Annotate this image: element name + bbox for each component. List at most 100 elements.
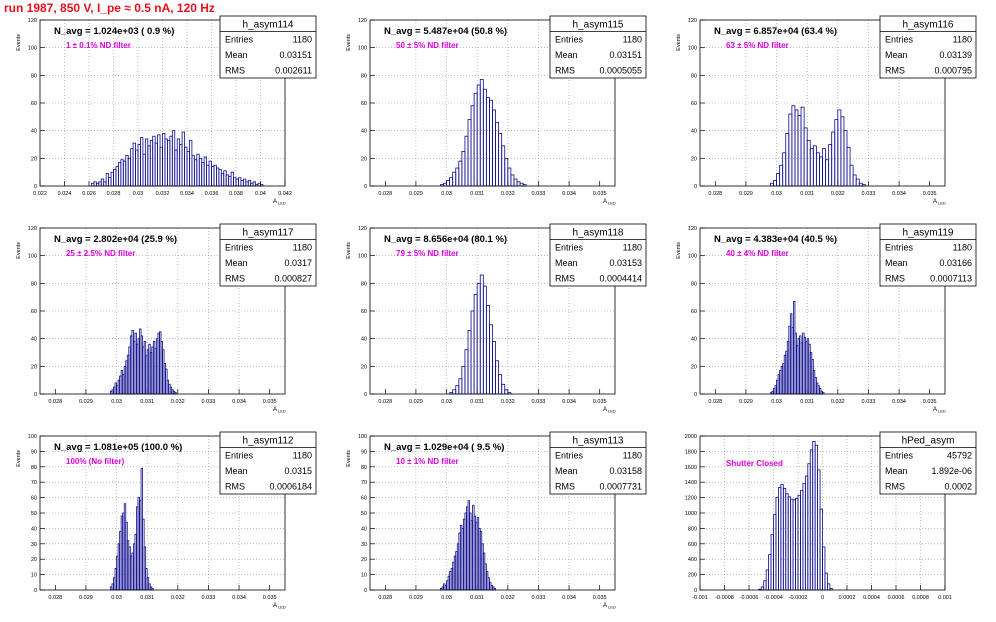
stats-box — [879, 223, 977, 287]
x-tick-label: 0.029 — [739, 191, 753, 197]
histogram-bar — [470, 310, 475, 395]
x-tick-label: 0.028 — [378, 595, 392, 601]
stats-key: Entries — [225, 243, 254, 253]
y-axis-label: Events — [676, 242, 682, 259]
filter-annotation: 1 ± 0.1% ND filter — [66, 41, 131, 50]
stats-value: 0.0005055 — [599, 66, 642, 76]
histogram-panel-h-asym117: 0.028 0.029 0.03 0.031 0.032 0.033 0.034 0.035 0… — [16, 223, 317, 414]
y-tick-label: 40 — [691, 129, 697, 135]
x-tick-label: 0.031 — [800, 399, 814, 405]
x-tick-label: 0.029 — [79, 595, 93, 601]
x-tick-label: 0.035 — [263, 399, 277, 405]
y-tick-label: 100 — [358, 254, 367, 260]
stats-value: 0.0317 — [284, 258, 312, 268]
stats-title: h_asym119 — [903, 228, 954, 239]
histogram-bar — [507, 167, 512, 187]
x-tick-label: 0.031 — [140, 595, 154, 601]
x-tick-label: 0.031 — [470, 595, 484, 601]
n-avg-label: N_avg = 5.487e+04 (50.8 %) — [384, 26, 507, 37]
histogram-bar — [803, 127, 808, 187]
y-tick-label: 100 — [28, 434, 37, 440]
y-tick-label: 100 — [358, 434, 367, 440]
histogram-bar — [479, 274, 484, 395]
x-tick-label: 0.033 — [532, 399, 546, 405]
x-tick-label: 0.03 — [441, 191, 452, 197]
y-tick-label: 100 — [688, 46, 697, 52]
filter-annotation: 40 ± 4% ND filter — [726, 249, 789, 258]
x-tick-label: 0.031 — [470, 399, 484, 405]
histogram-bar — [458, 378, 463, 395]
x-tick-label: 0.031 — [800, 191, 814, 197]
x-axis-label: ALED — [273, 603, 286, 610]
plot-frame — [369, 19, 616, 187]
stats-value: 1.892e-06 — [931, 466, 972, 476]
x-tick-label: 0.029 — [739, 399, 753, 405]
y-tick-label: 120 — [28, 226, 37, 232]
n-avg-label: N_avg = 8.656e+04 (80.1 %) — [384, 234, 507, 245]
x-tick-label: 0.0008 — [912, 595, 929, 601]
histogram-bar — [501, 145, 506, 187]
stats-key: Entries — [885, 451, 914, 461]
x-tick-label: 0.029 — [409, 595, 423, 601]
stats-key: Mean — [555, 258, 578, 268]
y-tick-label: 800 — [688, 526, 697, 532]
histogram-bar — [788, 113, 793, 187]
y-tick-label: 1400 — [685, 480, 697, 486]
x-tick-label: 0.035 — [923, 191, 937, 197]
n-avg-label: N_avg = 1.081e+05 (100.0 %) — [54, 442, 182, 453]
x-tick-label: 0.028 — [378, 399, 392, 405]
stats-key: Entries — [225, 451, 254, 461]
y-axis-label: Events — [16, 450, 22, 467]
x-tick-label: 0.033 — [862, 191, 876, 197]
stats-key: Mean — [885, 50, 908, 60]
y-tick-label: 50 — [31, 511, 37, 517]
x-tick-label: 0.042 — [278, 191, 292, 197]
filter-annotation: 10 ± 1% ND filter — [396, 457, 459, 466]
stats-key: Entries — [885, 243, 914, 253]
y-tick-label: 60 — [691, 309, 697, 315]
y-tick-label: 30 — [31, 542, 37, 548]
histogram-bar — [482, 88, 487, 187]
y-tick-label: 0 — [694, 588, 697, 594]
histogram-bar — [809, 148, 814, 187]
y-axis-label: Events — [16, 242, 22, 259]
stats-value: 1180 — [623, 35, 642, 45]
y-tick-label: 80 — [361, 465, 367, 471]
y-tick-label: 120 — [28, 18, 37, 24]
x-tick-label: 0.032 — [156, 191, 170, 197]
stats-title: hPed_asym — [902, 436, 955, 447]
n-avg-label: N_avg = 1.024e+03 ( 0.9 %) — [54, 26, 174, 37]
y-tick-label: 60 — [691, 101, 697, 107]
y-tick-label: 20 — [31, 557, 37, 563]
x-tick-label: 0.028 — [48, 399, 62, 405]
x-axis-label: ALED — [933, 199, 946, 206]
x-tick-label: -0.0002 — [789, 595, 808, 601]
y-axis-label: Events — [346, 34, 352, 51]
stats-value: 0.03151 — [609, 50, 642, 60]
histogram-panel-h-asym113: 0.028 0.029 0.03 0.031 0.032 0.033 0.034 0.035 0… — [346, 431, 647, 610]
y-axis-label: Events — [16, 34, 22, 51]
stats-value: 0.03166 — [939, 258, 972, 268]
histogram-bar — [449, 177, 454, 187]
y-tick-label: 80 — [31, 281, 37, 287]
run-title: run 1987, 850 V, I_pe ≈ 0.5 nA, 120 Hz — [4, 1, 215, 15]
y-tick-label: 0 — [34, 588, 37, 594]
stats-value: 0.0002 — [944, 482, 972, 492]
y-tick-label: 0 — [34, 184, 37, 190]
x-tick-label: 0.033 — [532, 595, 546, 601]
stats-value: 0.03151 — [279, 50, 312, 60]
histogram-bar — [485, 305, 490, 395]
histogram-bar — [504, 157, 509, 187]
x-axis-label: ALED — [603, 407, 616, 414]
histogram-bar — [822, 148, 826, 187]
stats-key: RMS — [555, 66, 575, 76]
histogram-bar — [773, 180, 777, 187]
stats-key: Entries — [555, 451, 584, 461]
x-tick-label: 0.033 — [202, 399, 216, 405]
histogram-bar — [837, 109, 842, 187]
histogram-bar — [498, 374, 503, 395]
histogram-bar — [482, 285, 487, 395]
histogram-bar — [846, 146, 851, 187]
histogram-bar — [782, 152, 787, 187]
plot-frame — [369, 435, 616, 591]
